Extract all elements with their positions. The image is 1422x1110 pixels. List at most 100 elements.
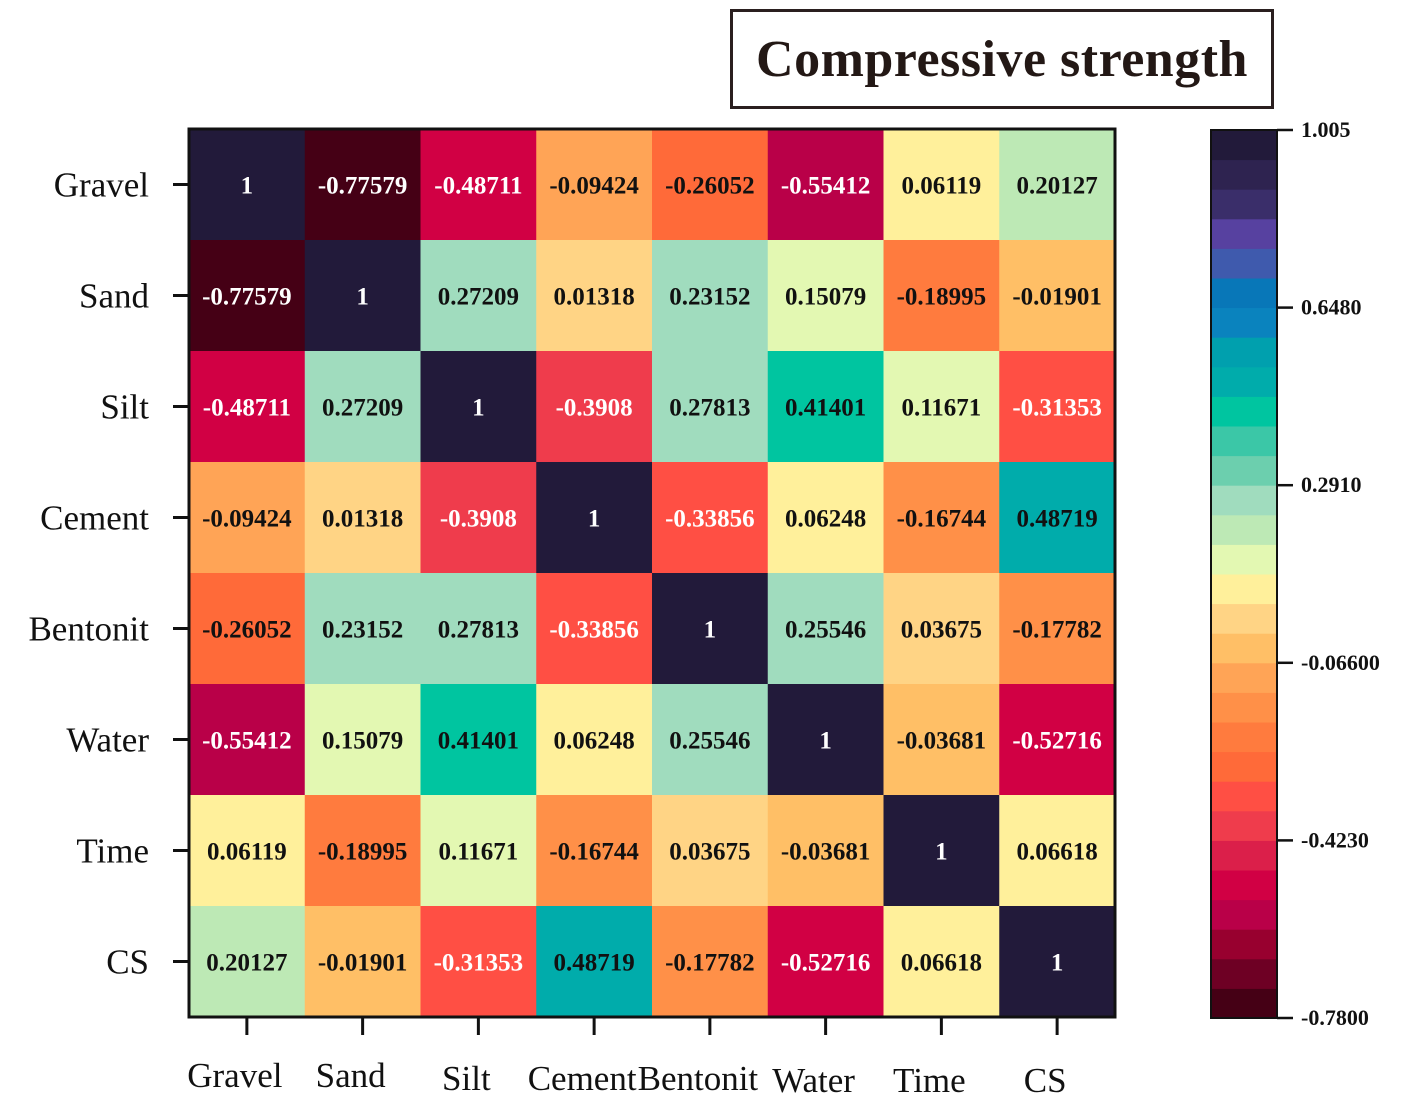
colorbar-band — [1211, 514, 1277, 545]
cell-value-label: -0.55412 — [781, 173, 871, 200]
heatmap-cell — [652, 129, 769, 241]
cell-value-label: -0.33856 — [549, 617, 639, 644]
heatmap-cell — [883, 573, 1000, 685]
heatmap-cell — [536, 351, 653, 463]
heatmap-cell — [536, 129, 653, 241]
colorbar-band — [1211, 810, 1277, 841]
cell-value-label: -0.48711 — [434, 173, 522, 200]
plot-frame — [187, 127, 1117, 1019]
cell-value-label: -0.18995 — [897, 284, 987, 311]
cell-value-label: -0.18995 — [318, 839, 408, 866]
heatmap-cell — [189, 906, 306, 1018]
cell-value-label: -0.48711 — [203, 395, 291, 422]
heatmap-cell — [999, 462, 1116, 574]
heatmap-cell — [304, 351, 421, 463]
cell-value-label: -0.17782 — [1012, 617, 1102, 644]
cell-value-label: 0.41401 — [438, 728, 519, 755]
colorbar-band — [1211, 248, 1277, 279]
heatmap-cell — [189, 573, 306, 685]
colorbar-band — [1211, 722, 1277, 753]
y-tick-label: Bentonit — [28, 610, 149, 649]
cell-value-label: 0.11671 — [901, 395, 981, 422]
x-axis: Gravel Sand Silt Cement Bentonit Water Time CS — [187, 1017, 1067, 1100]
heatmap-cell — [304, 462, 421, 574]
heatmap-cell — [999, 795, 1116, 907]
colorbar-band — [1211, 781, 1277, 812]
colorbar-band — [1211, 958, 1277, 989]
cell-value-label: -0.55412 — [202, 728, 292, 755]
cell-value-label: 0.20127 — [206, 950, 287, 977]
cell-value-label: 0.27813 — [438, 617, 519, 644]
colorbar-band — [1211, 870, 1277, 901]
colorbar-tick-label: 0.6480 — [1301, 295, 1362, 320]
cell-value-label: 0.06248 — [785, 506, 866, 533]
heatmap-cell — [189, 129, 306, 241]
cell-value-label: -0.3908 — [440, 506, 517, 533]
cell-value-label: -0.52716 — [1012, 728, 1102, 755]
heatmap-cell — [420, 684, 537, 796]
heatmap-cell — [999, 906, 1116, 1018]
heatmap-cell — [304, 240, 421, 352]
y-tick-label: Gravel — [54, 166, 150, 205]
colorbar-band — [1211, 929, 1277, 960]
cell-value-label: -0.03681 — [781, 839, 871, 866]
cell-value-label: -0.26052 — [202, 617, 292, 644]
cell-value-label: 1 — [935, 839, 948, 866]
heatmap-cell — [536, 573, 653, 685]
heatmap-cell — [189, 240, 306, 352]
colorbar-band — [1211, 485, 1277, 516]
heatmap-cell — [883, 462, 1000, 574]
colorbar-band — [1211, 603, 1277, 634]
heatmap-cell — [652, 351, 769, 463]
heatmap-cell — [999, 351, 1116, 463]
cell-value-label: 0.27209 — [322, 395, 403, 422]
cell-value-label: 0.01318 — [554, 284, 635, 311]
x-tick-label: Gravel — [187, 1056, 283, 1095]
heatmap-cell — [767, 795, 884, 907]
colorbar-band — [1211, 130, 1277, 161]
heatmap-cell — [883, 795, 1000, 907]
heatmap-cell — [883, 684, 1000, 796]
colorbar-band — [1211, 426, 1277, 457]
y-tick-label: Water — [66, 721, 149, 760]
cell-value-label: -0.09424 — [549, 173, 639, 200]
colorbar-band — [1211, 455, 1277, 486]
y-tick-label: Time — [76, 832, 149, 871]
cell-value-label: -0.03681 — [897, 728, 987, 755]
heatmap-cell — [304, 573, 421, 685]
cell-value-label: 0.41401 — [785, 395, 866, 422]
cell-value-label: 0.23152 — [322, 617, 403, 644]
x-tick-label: Water — [772, 1061, 855, 1100]
cell-value-label: 0.15079 — [785, 284, 866, 311]
heatmap-cell — [883, 351, 1000, 463]
chart-title-box: Compressive strength — [730, 9, 1274, 109]
heatmap-cell — [652, 462, 769, 574]
heatmap-cell — [189, 684, 306, 796]
heatmap-cell — [420, 462, 537, 574]
cell-value-label: -0.33856 — [665, 506, 755, 533]
cell-value-label: 0.03675 — [669, 839, 750, 866]
colorbar-band — [1211, 840, 1277, 871]
heatmap-cells — [189, 129, 1116, 1018]
colorbar-band — [1211, 159, 1277, 190]
y-tick-label: Silt — [100, 388, 149, 427]
colorbar-band — [1211, 218, 1277, 249]
heatmap-cell — [767, 573, 884, 685]
y-tick-label: Sand — [79, 277, 150, 316]
heatmap-cell — [420, 240, 537, 352]
heatmap-cell — [189, 795, 306, 907]
heatmap-cell — [304, 906, 421, 1018]
cell-value-label: 0.25546 — [785, 617, 866, 644]
cell-value-label: 0.23152 — [669, 284, 750, 311]
colorbar-band — [1211, 278, 1277, 309]
heatmap-cell — [536, 906, 653, 1018]
cell-value-label: -0.16744 — [897, 506, 987, 533]
heatmap-cell — [883, 240, 1000, 352]
heatmap-cell — [652, 240, 769, 352]
heatmap-cell — [767, 129, 884, 241]
cell-value-label: 1 — [704, 617, 717, 644]
colorbar: 1.005 0.6480 0.2910 -0.06600 -0.4230 -0.7800 — [1210, 117, 1380, 1030]
colorbar-tick-label: 1.005 — [1301, 117, 1351, 142]
chart-title: Compressive strength — [756, 30, 1248, 88]
